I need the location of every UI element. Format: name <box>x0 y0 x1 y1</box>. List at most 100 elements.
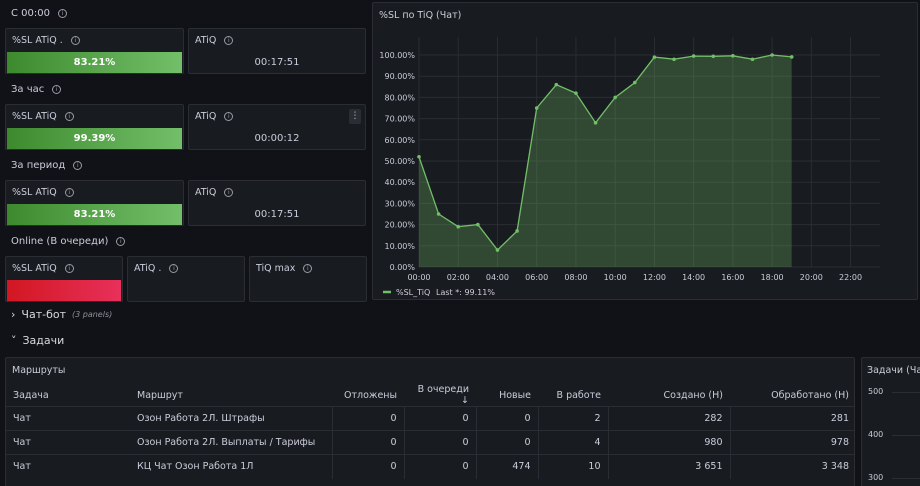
panel-title-text: %SL ATiQ <box>12 187 57 198</box>
section-title-text: С 00:00 <box>11 8 50 19</box>
column-header-created[interactable]: Создано (Н) <box>663 389 724 401</box>
panel-menu-icon[interactable]: ⋮ <box>349 109 361 124</box>
table-header-row: Задача Маршрут Отложены В очереди ↓ Новы… <box>6 384 854 407</box>
sl-value-bar <box>7 280 121 301</box>
x-tick-label: 16:00 <box>721 273 744 282</box>
chevron-right-icon: › <box>11 308 16 321</box>
column-header-route[interactable]: Маршрут <box>137 389 183 401</box>
data-point <box>691 54 696 58</box>
info-icon[interactable]: i <box>64 112 74 121</box>
data-point <box>750 57 755 62</box>
panel-title: %SL ATiQ i <box>12 263 74 274</box>
cell-deferred: 0 <box>332 430 405 455</box>
table-row[interactable]: Чат Озон Работа 2Л. Штрафы 0 0 0 2 282 2… <box>6 406 854 431</box>
y-tick-label: 100.00% <box>379 51 415 60</box>
info-icon[interactable]: i <box>64 264 74 273</box>
sl-value: 99.39% <box>73 133 116 144</box>
data-point <box>789 55 794 59</box>
x-tick-label: 20:00 <box>800 273 823 282</box>
column-header-deferred[interactable]: Отложены <box>343 389 397 401</box>
column-header-task[interactable]: Задача <box>13 389 49 401</box>
cell-deferred: 0 <box>332 406 405 431</box>
info-icon[interactable]: i <box>224 188 234 197</box>
section-title-text: За период <box>11 160 66 171</box>
row-tasks[interactable]: ˅ Задачи <box>11 334 64 347</box>
cell-in-queue: 0 <box>404 406 477 431</box>
info-icon[interactable]: i <box>224 36 234 45</box>
tasks-chart-panel: Задачи (Ча 500 400 300 <box>861 357 920 486</box>
routes-panel-title: Маршруты <box>12 365 66 376</box>
x-tick-label: 22:00 <box>839 273 862 282</box>
sl-value: 83.21% <box>73 209 116 220</box>
cell-processed: 978 <box>730 430 854 455</box>
x-tick-label: 14:00 <box>682 273 705 282</box>
section-title-text: За час <box>11 84 45 95</box>
data-point <box>534 106 539 110</box>
y-tick-label: 20.00% <box>384 221 415 230</box>
column-header-new[interactable]: Новые <box>499 389 531 401</box>
atiq-value: 00:17:51 <box>254 57 300 68</box>
cell-in-queue: 0 <box>404 454 477 479</box>
x-tick-label: 06:00 <box>525 273 548 282</box>
sl-value-bar: 99.39% <box>7 128 182 149</box>
row-tasks-title: Задачи <box>22 334 65 347</box>
data-point <box>417 154 421 159</box>
panel-title-text: TiQ max <box>256 263 296 274</box>
panel-title: ATiQ . i <box>134 263 179 274</box>
y-tick-label: 400 <box>868 430 884 439</box>
panel-title-text: ATiQ <box>195 35 217 46</box>
cell-new: 0 <box>476 430 539 455</box>
legend-last-value: Last *: 99.11% <box>436 288 495 297</box>
cell-route: КЦ Чат Озон Работа 1Л <box>130 454 333 479</box>
data-point <box>436 212 441 216</box>
y-tick-label: 50.00% <box>384 157 415 166</box>
column-header-in-work[interactable]: В работе <box>556 389 601 401</box>
stat-panel-midnight-sl: %SL ATiQ . i 83.21% <box>5 28 184 74</box>
chart-panel-sl-tiq: %SL по TiQ (Чат) 0.00% 10.00% 20.00% 30.00%… <box>372 2 918 300</box>
panel-title: %SL ATiQ . i <box>12 35 80 46</box>
table-row[interactable]: Чат КЦ Чат Озон Работа 1Л 0 0 474 10 3 6… <box>6 454 854 479</box>
info-icon[interactable]: i <box>57 9 67 18</box>
cell-in-work: 2 <box>538 406 609 431</box>
info-icon[interactable]: i <box>70 36 80 45</box>
cell-created: 282 <box>608 406 731 431</box>
y-tick-label: 40.00% <box>384 178 415 187</box>
data-point <box>672 57 676 62</box>
y-tick-label: 30.00% <box>384 199 415 208</box>
data-point <box>613 95 617 100</box>
data-point <box>495 248 500 252</box>
cell-route: Озон Работа 2Л. Штрафы <box>130 406 333 431</box>
info-icon[interactable]: i <box>224 112 234 121</box>
chart-panel-title: %SL по TiQ (Чат) <box>379 10 462 21</box>
info-icon[interactable]: i <box>169 264 179 273</box>
cell-new: 0 <box>476 406 539 431</box>
panel-title: %SL ATiQ i <box>12 111 74 122</box>
cell-task: Чат <box>6 406 130 431</box>
series-line <box>418 54 792 251</box>
info-icon[interactable]: i <box>303 264 313 273</box>
panel-title-text: ATiQ <box>195 187 217 198</box>
cell-new: 474 <box>476 454 539 479</box>
info-icon[interactable]: i <box>116 237 126 246</box>
info-icon[interactable]: i <box>52 85 62 94</box>
data-point <box>711 54 716 59</box>
section-title-online: Online (В очереди) i <box>11 236 126 247</box>
x-tick-label: 12:00 <box>643 273 666 282</box>
column-header-in-queue-label: В очереди <box>417 384 469 395</box>
panel-title: TiQ max i <box>256 263 313 274</box>
info-icon[interactable]: i <box>73 161 83 170</box>
y-tick-label: 10.00% <box>384 242 415 251</box>
section-title-per-period: За период i <box>11 160 83 171</box>
info-icon[interactable]: i <box>64 188 74 197</box>
routes-panel: Маршруты Задача Маршрут Отложены В очере… <box>5 357 855 486</box>
row-chatbot[interactable]: › Чат-бот (3 panels) <box>11 308 112 321</box>
panel-title-text: %SL ATiQ . <box>12 35 63 46</box>
data-point <box>770 53 774 57</box>
column-header-in-queue[interactable]: В очереди ↓ <box>404 384 476 407</box>
stat-panel-period-atiq: ATiQ i 00:17:51 <box>188 180 366 226</box>
table-row[interactable]: Чат Озон Работа 2Л. Выплаты / Тарифы 0 0… <box>6 430 854 455</box>
column-header-processed[interactable]: Обработано (Н) <box>771 389 849 401</box>
atiq-value: 00:00:12 <box>254 133 300 144</box>
stat-panel-online-atiq: ATiQ . i <box>127 256 245 302</box>
data-point <box>515 229 519 233</box>
